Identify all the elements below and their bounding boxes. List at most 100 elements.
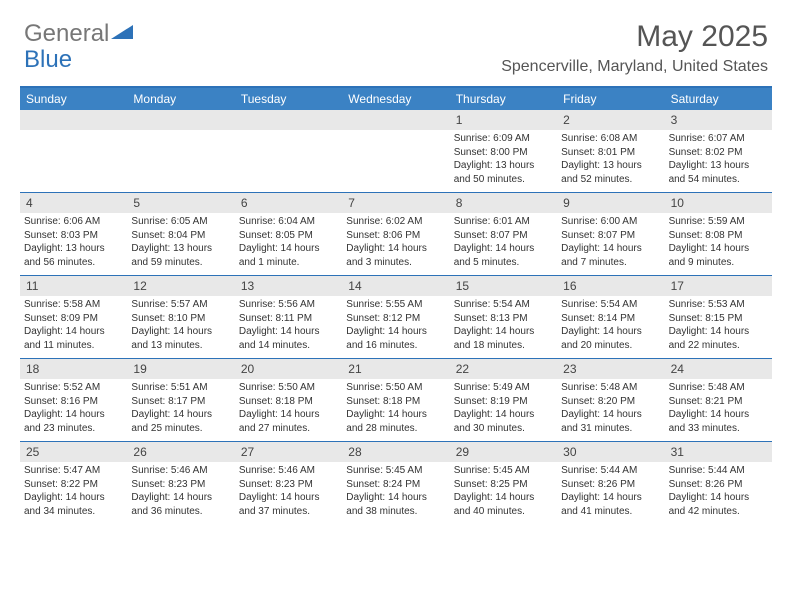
sunset-line: Sunset: 8:02 PM [669, 146, 768, 160]
daylight-line: Daylight: 14 hours and 23 minutes. [24, 408, 123, 435]
daylight-line: Daylight: 14 hours and 11 minutes. [24, 325, 123, 352]
sunset-line: Sunset: 8:25 PM [454, 478, 553, 492]
date-number: 18 [20, 359, 127, 379]
day-detail: Sunrise: 5:54 AMSunset: 8:14 PMDaylight:… [557, 296, 664, 358]
day-detail [20, 130, 127, 192]
dow-cell: Monday [127, 88, 234, 110]
sunset-line: Sunset: 8:19 PM [454, 395, 553, 409]
sunrise-line: Sunrise: 5:47 AM [24, 464, 123, 478]
sunrise-line: Sunrise: 5:57 AM [131, 298, 230, 312]
sunrise-line: Sunrise: 5:52 AM [24, 381, 123, 395]
dow-cell: Saturday [665, 88, 772, 110]
day-detail: Sunrise: 5:59 AMSunset: 8:08 PMDaylight:… [665, 213, 772, 275]
dow-cell: Sunday [20, 88, 127, 110]
dow-cell: Wednesday [342, 88, 449, 110]
sunset-line: Sunset: 8:06 PM [346, 229, 445, 243]
date-number [342, 110, 449, 130]
sunrise-line: Sunrise: 5:58 AM [24, 298, 123, 312]
day-detail: Sunrise: 6:05 AMSunset: 8:04 PMDaylight:… [127, 213, 234, 275]
sunrise-line: Sunrise: 6:05 AM [131, 215, 230, 229]
date-number: 5 [127, 193, 234, 213]
sunrise-line: Sunrise: 5:45 AM [454, 464, 553, 478]
daylight-line: Daylight: 14 hours and 28 minutes. [346, 408, 445, 435]
sunrise-line: Sunrise: 5:51 AM [131, 381, 230, 395]
sunset-line: Sunset: 8:21 PM [669, 395, 768, 409]
sunset-line: Sunset: 8:00 PM [454, 146, 553, 160]
day-detail: Sunrise: 5:57 AMSunset: 8:10 PMDaylight:… [127, 296, 234, 358]
date-number: 10 [665, 193, 772, 213]
date-number [127, 110, 234, 130]
sunrise-line: Sunrise: 5:54 AM [561, 298, 660, 312]
day-detail: Sunrise: 5:44 AMSunset: 8:26 PMDaylight:… [557, 462, 664, 524]
date-number: 7 [342, 193, 449, 213]
date-number: 6 [235, 193, 342, 213]
detail-band: Sunrise: 5:52 AMSunset: 8:16 PMDaylight:… [20, 379, 772, 441]
day-detail: Sunrise: 5:48 AMSunset: 8:21 PMDaylight:… [665, 379, 772, 441]
date-number [235, 110, 342, 130]
daylight-line: Daylight: 14 hours and 42 minutes. [669, 491, 768, 518]
sunrise-line: Sunrise: 5:55 AM [346, 298, 445, 312]
sunrise-line: Sunrise: 5:56 AM [239, 298, 338, 312]
sunrise-line: Sunrise: 5:46 AM [239, 464, 338, 478]
date-number: 21 [342, 359, 449, 379]
day-detail: Sunrise: 6:00 AMSunset: 8:07 PMDaylight:… [557, 213, 664, 275]
week-row: 25262728293031Sunrise: 5:47 AMSunset: 8:… [20, 441, 772, 524]
sunset-line: Sunset: 8:23 PM [239, 478, 338, 492]
sunset-line: Sunset: 8:24 PM [346, 478, 445, 492]
day-detail: Sunrise: 5:45 AMSunset: 8:24 PMDaylight:… [342, 462, 449, 524]
daylight-line: Daylight: 14 hours and 25 minutes. [131, 408, 230, 435]
daylight-line: Daylight: 14 hours and 9 minutes. [669, 242, 768, 269]
sunrise-line: Sunrise: 6:02 AM [346, 215, 445, 229]
sunset-line: Sunset: 8:18 PM [346, 395, 445, 409]
date-number: 16 [557, 276, 664, 296]
daylight-line: Daylight: 13 hours and 54 minutes. [669, 159, 768, 186]
dow-cell: Thursday [450, 88, 557, 110]
week-row: 123Sunrise: 6:09 AMSunset: 8:00 PMDaylig… [20, 110, 772, 192]
date-number: 19 [127, 359, 234, 379]
sunset-line: Sunset: 8:18 PM [239, 395, 338, 409]
sunset-line: Sunset: 8:22 PM [24, 478, 123, 492]
daylight-line: Daylight: 14 hours and 41 minutes. [561, 491, 660, 518]
day-detail: Sunrise: 5:46 AMSunset: 8:23 PMDaylight:… [235, 462, 342, 524]
date-number: 27 [235, 442, 342, 462]
daylight-line: Daylight: 14 hours and 40 minutes. [454, 491, 553, 518]
day-of-week-row: SundayMondayTuesdayWednesdayThursdayFrid… [20, 88, 772, 110]
day-detail: Sunrise: 5:50 AMSunset: 8:18 PMDaylight:… [342, 379, 449, 441]
sunset-line: Sunset: 8:10 PM [131, 312, 230, 326]
sunrise-line: Sunrise: 6:06 AM [24, 215, 123, 229]
daylight-line: Daylight: 14 hours and 1 minute. [239, 242, 338, 269]
detail-band: Sunrise: 6:06 AMSunset: 8:03 PM Daylight:… [20, 213, 772, 275]
sunrise-line: Sunrise: 6:00 AM [561, 215, 660, 229]
daylight-line: Daylight: 14 hours and 27 minutes. [239, 408, 338, 435]
date-number-band: 25262728293031 [20, 442, 772, 462]
day-detail: Sunrise: 5:49 AMSunset: 8:19 PMDaylight:… [450, 379, 557, 441]
date-number: 30 [557, 442, 664, 462]
sunrise-line: Sunrise: 5:49 AM [454, 381, 553, 395]
sunrise-line: Sunrise: 5:59 AM [669, 215, 768, 229]
sunset-line: Sunset: 8:11 PM [239, 312, 338, 326]
day-detail: Sunrise: 6:09 AMSunset: 8:00 PMDaylight:… [450, 130, 557, 192]
daylight-line: Daylight: 13 hours and 52 minutes. [561, 159, 660, 186]
sunrise-line: Sunrise: 5:48 AM [561, 381, 660, 395]
week-row: 45678910Sunrise: 6:06 AMSunset: 8:03 PMD… [20, 192, 772, 275]
date-number: 12 [127, 276, 234, 296]
daylight-line: Daylight: 14 hours and 3 minutes. [346, 242, 445, 269]
sunset-line: Sunset: 8:07 PM [561, 229, 660, 243]
sunset-line: Sunset: 8:03 PM [24, 229, 123, 243]
date-number: 2 [557, 110, 664, 130]
daylight-line: Daylight: 14 hours and 13 minutes. [131, 325, 230, 352]
daylight-line: Daylight: 14 hours and 34 minutes. [24, 491, 123, 518]
sunset-line: Sunset: 8:08 PM [669, 229, 768, 243]
daylight-line: Daylight: 14 hours and 36 minutes. [131, 491, 230, 518]
logo: General [24, 20, 133, 48]
logo-text-general: General [24, 20, 109, 48]
date-number: 9 [557, 193, 664, 213]
daylight-line: Daylight: 14 hours and 22 minutes. [669, 325, 768, 352]
day-detail: Sunrise: 6:01 AMSunset: 8:07 PMDaylight:… [450, 213, 557, 275]
detail-band: Sunrise: 5:58 AMSunset: 8:09 PMDaylight:… [20, 296, 772, 358]
date-number: 11 [20, 276, 127, 296]
day-detail: Sunrise: 6:04 AMSunset: 8:05 PMDaylight:… [235, 213, 342, 275]
date-number: 20 [235, 359, 342, 379]
sunset-line: Sunset: 8:01 PM [561, 146, 660, 160]
daylight-line: Daylight: 14 hours and 33 minutes. [669, 408, 768, 435]
